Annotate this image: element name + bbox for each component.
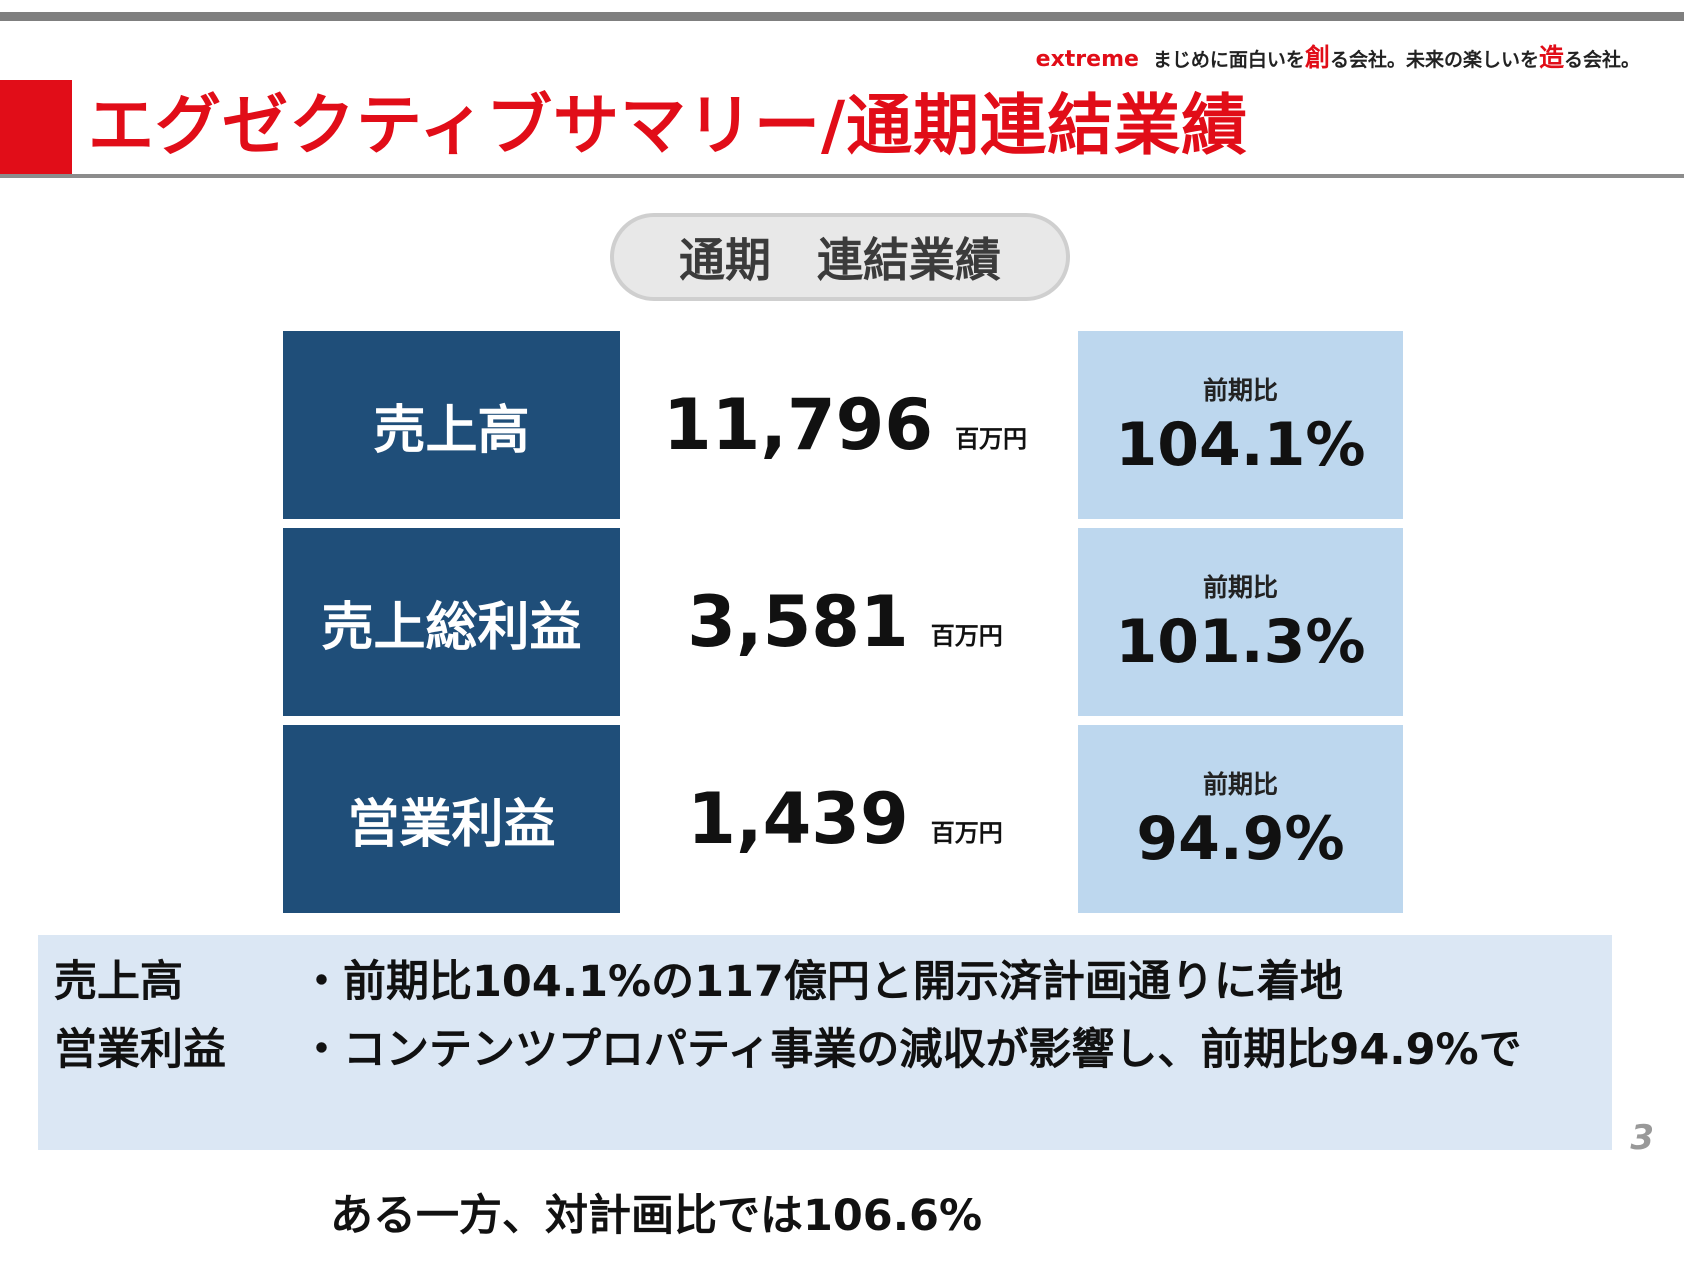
title-underline — [0, 174, 1684, 178]
ratio-value: 94.9% — [1136, 804, 1345, 874]
summary-panel: 売上高 ・前期比104.1%の117億円と開示済計画通りに着地 営業利益 ・コン… — [38, 935, 1612, 1241]
tagline-accent-2: 造 — [1538, 43, 1564, 72]
page-title: エグゼクティブサマリー/通期連結業績 — [88, 87, 1249, 164]
metric-unit: 百万円 — [930, 818, 1003, 847]
title-accent-block — [0, 80, 72, 174]
top-rule — [0, 12, 1684, 21]
metric-label-operating-profit: 営業利益 — [283, 725, 620, 913]
tagline-part-1: まじめに面白いを — [1152, 49, 1305, 71]
metric-number: 1,439 — [687, 778, 909, 860]
metric-label-gross-profit: 売上総利益 — [283, 528, 620, 716]
section-label-pill: 通期 連結業績 — [610, 213, 1070, 301]
summary-text: ・コンテンツプロパティ事業の減収が影響し、前期比94.9%で — [300, 1025, 1522, 1075]
ratio-value: 104.1% — [1115, 410, 1366, 480]
metric-unit: 百万円 — [955, 424, 1028, 453]
metric-unit: 百万円 — [930, 621, 1003, 650]
summary-text: ある一方、対計画比では106.6% — [300, 1191, 983, 1241]
tagline-part-3: る会社。 — [1563, 49, 1640, 71]
metric-number: 11,796 — [662, 384, 934, 466]
summary-key: 売上高 — [54, 957, 183, 1007]
ratio-box-gross-profit: 前期比 101.3% — [1078, 528, 1403, 716]
tagline-part-2: る会社。未来の楽しいを — [1329, 49, 1539, 71]
ratio-box-sales: 前期比 104.1% — [1078, 331, 1403, 519]
metric-label-sales: 売上高 — [283, 331, 620, 519]
brand-name: extreme — [1035, 47, 1139, 72]
ratio-box-operating-profit: 前期比 94.9% — [1078, 725, 1403, 913]
metric-value-sales: 11,796 百万円 — [630, 331, 1060, 519]
metric-number: 3,581 — [687, 581, 909, 663]
tagline-accent-1: 創 — [1304, 43, 1330, 72]
metric-value-gross-profit: 3,581 百万円 — [630, 528, 1060, 716]
company-tagline: extreme まじめに面白いを創る会社。未来の楽しいを造る会社。 — [1036, 38, 1640, 74]
metric-value-operating-profit: 1,439 百万円 — [630, 725, 1060, 913]
summary-row: ある一方、対計画比では106.6% — [38, 1081, 982, 1281]
summary-text: ・前期比104.1%の117億円と開示済計画通りに着地 — [300, 957, 1343, 1007]
page-number: 3 — [1630, 1118, 1654, 1158]
ratio-label: 前期比 — [1202, 573, 1278, 602]
summary-key: 営業利益 — [54, 1025, 226, 1075]
ratio-label: 前期比 — [1202, 770, 1278, 799]
ratio-value: 101.3% — [1115, 607, 1366, 677]
ratio-label: 前期比 — [1202, 376, 1278, 405]
